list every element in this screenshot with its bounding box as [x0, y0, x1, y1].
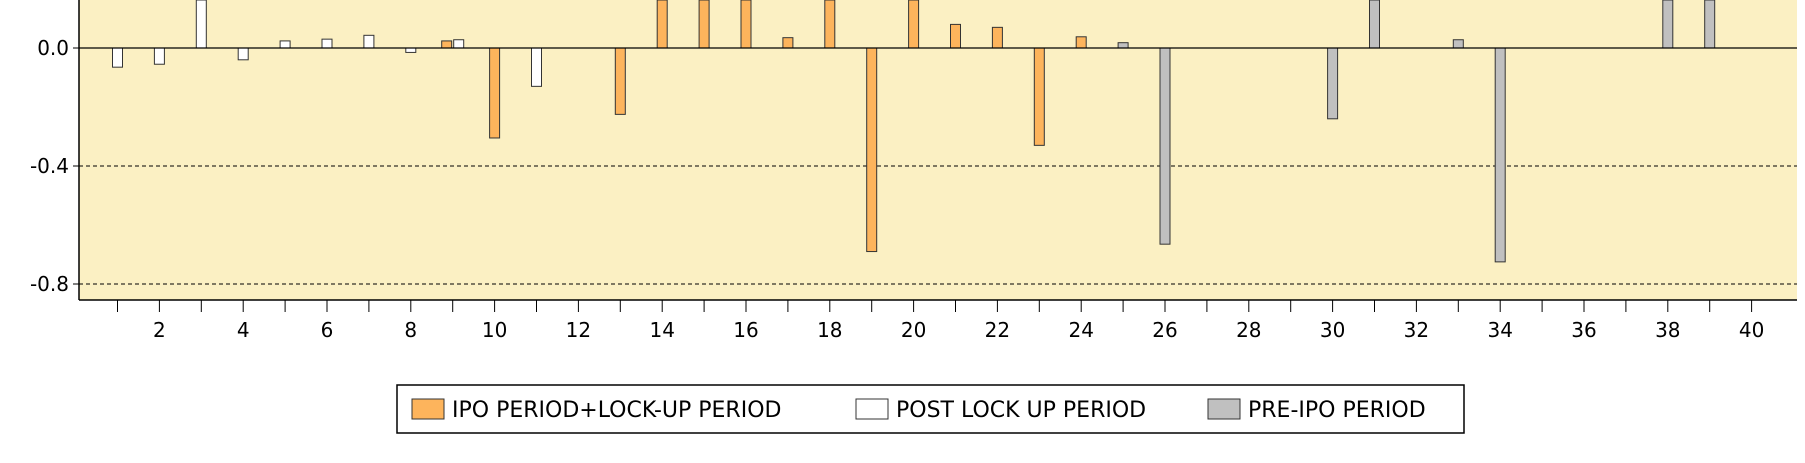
bar: [405, 47, 417, 53]
x-tick-label: 28: [1236, 318, 1261, 342]
x-tick-label: 34: [1487, 318, 1512, 342]
y-tick-label: -0.8: [30, 272, 69, 296]
x-tick-label: 10: [482, 318, 507, 342]
bar: [1159, 47, 1171, 245]
plot-area: [79, 0, 1797, 300]
legend-label: IPO PERIOD+LOCK-UP PERIOD: [452, 398, 781, 423]
legend-box: [396, 384, 1465, 434]
y-tick-label: 0.0: [37, 36, 69, 60]
bar: [531, 47, 542, 87]
bar: [991, 26, 1003, 49]
bar: [698, 0, 710, 49]
x-tick-label: 40: [1739, 318, 1764, 342]
bar: [195, 0, 207, 49]
bar: [279, 40, 291, 49]
bar: [441, 40, 453, 49]
bar: [112, 47, 123, 68]
bar: [824, 0, 836, 49]
bar: [153, 47, 165, 65]
bar: [363, 34, 375, 49]
legend-swatch: [411, 398, 445, 420]
bar: [1075, 36, 1087, 49]
legend-swatch: [855, 398, 889, 420]
bar: [321, 38, 333, 49]
bar: [237, 47, 249, 61]
x-tick-label: 18: [817, 318, 842, 342]
y-tick-label: -0.4: [30, 154, 69, 178]
x-tick-label: 30: [1320, 318, 1345, 342]
bar: [614, 47, 626, 115]
bar: [908, 0, 920, 49]
x-tick-label: 2: [153, 318, 166, 342]
x-tick-label: 36: [1571, 318, 1596, 342]
bar: [1369, 0, 1380, 49]
legend-label: PRE-IPO PERIOD: [1248, 398, 1426, 423]
bar: [1327, 47, 1339, 120]
x-tick-label: 6: [321, 318, 334, 342]
legend-label: POST LOCK UP PERIOD: [896, 398, 1146, 423]
x-tick-label: 38: [1655, 318, 1680, 342]
bar: [453, 39, 465, 49]
x-tick-label: 26: [1152, 318, 1177, 342]
x-tick-label: 4: [237, 318, 250, 342]
x-tick-label: 16: [733, 318, 758, 342]
bar: [656, 0, 668, 49]
x-tick-label: 12: [566, 318, 591, 342]
x-tick-label: 20: [901, 318, 926, 342]
legend-swatch: [1207, 398, 1241, 420]
x-tick-label: 22: [985, 318, 1010, 342]
bar: [782, 37, 794, 49]
x-tick-label: 24: [1068, 318, 1093, 342]
bar: [1117, 42, 1129, 49]
x-tick-label: 32: [1404, 318, 1429, 342]
bar: [1452, 39, 1464, 49]
bar: [1662, 0, 1674, 49]
x-tick-label: 8: [404, 318, 417, 342]
bar: [1704, 0, 1716, 49]
x-tick-label: 14: [649, 318, 674, 342]
bar: [1033, 47, 1045, 146]
bar: [950, 23, 961, 49]
bar: [740, 0, 752, 49]
bar: [1494, 47, 1506, 263]
bar: [489, 47, 501, 139]
bar: [866, 47, 878, 253]
